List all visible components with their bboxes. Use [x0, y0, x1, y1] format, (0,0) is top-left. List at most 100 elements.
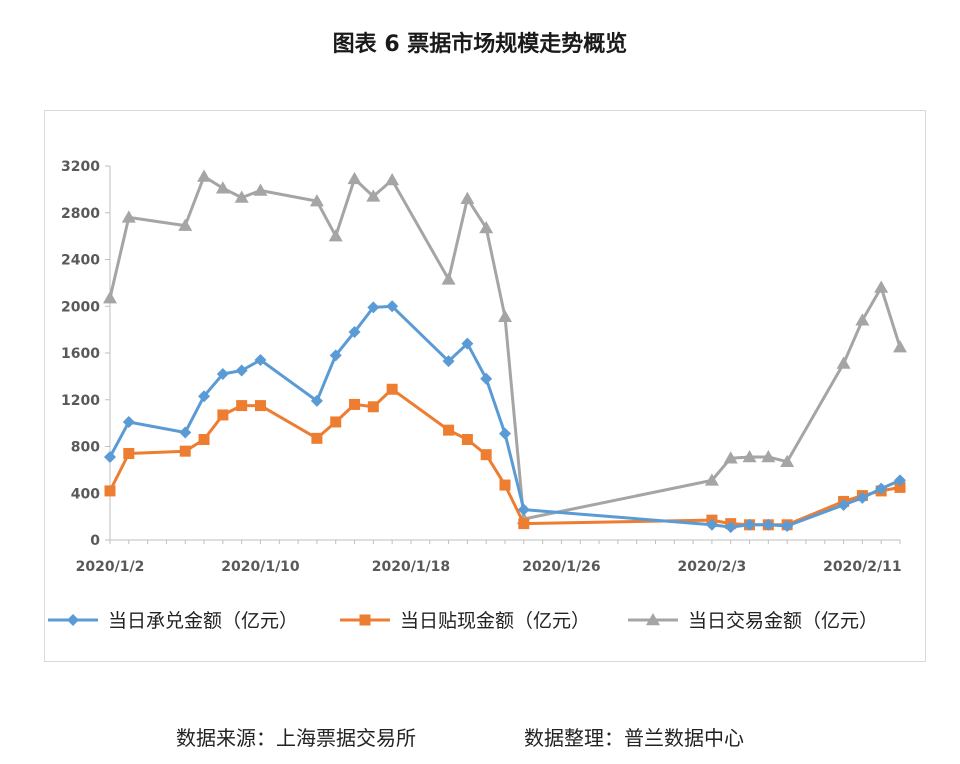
y-tick-label: 400 — [71, 486, 100, 502]
data-point — [366, 189, 381, 202]
legend-label: 当日交易金额（亿元） — [688, 610, 878, 632]
data-point — [254, 354, 267, 367]
data-point — [328, 229, 343, 242]
data-point — [855, 313, 870, 326]
data-point — [875, 482, 888, 495]
data-point — [123, 448, 135, 460]
x-tick-label: 2020/1/10 — [221, 559, 300, 575]
x-tick-label: 2020/1/18 — [372, 559, 450, 575]
data-point — [103, 291, 117, 304]
data-point — [178, 218, 193, 231]
data-point — [856, 491, 869, 504]
y-tick-label: 3200 — [61, 159, 100, 175]
data-point — [742, 450, 757, 463]
data-compiler-note: 数据整理：普兰数据中心 — [524, 726, 744, 750]
data-point — [499, 479, 511, 491]
y-tick-label: 2800 — [61, 206, 100, 222]
series-1 — [104, 300, 906, 534]
data-point — [235, 364, 248, 377]
data-point — [234, 190, 249, 203]
series-3 — [103, 169, 907, 525]
y-tick-label: 1200 — [61, 393, 100, 409]
data-point — [460, 191, 475, 204]
data-point — [461, 337, 474, 350]
y-axis: 0 400 800 1200 1600 2000 2400 2800 3200 — [61, 159, 111, 549]
legend: 当日承兑金额（亿元） 当日贴现金额（亿元） 当日交易金额（亿元） — [48, 610, 878, 632]
data-point — [443, 424, 455, 436]
data-point — [836, 356, 851, 369]
data-point — [311, 432, 323, 444]
data-point — [104, 451, 116, 464]
data-point — [762, 518, 775, 531]
data-point — [386, 383, 398, 395]
series-layer — [103, 169, 907, 534]
data-point — [122, 415, 135, 428]
legend-marker — [67, 614, 79, 626]
data-point — [479, 220, 494, 234]
data-point — [329, 349, 342, 362]
data-point — [498, 309, 512, 323]
data-point — [198, 390, 211, 403]
data-point — [121, 210, 136, 223]
data-point — [480, 449, 492, 461]
series-2 — [104, 383, 906, 531]
data-point — [198, 433, 210, 445]
data-point — [348, 325, 361, 338]
legend-item-2: 当日贴现金额（亿元） — [340, 610, 590, 632]
data-point — [743, 518, 756, 531]
legend-label: 当日承兑金额（亿元） — [108, 610, 298, 632]
y-tick-label: 2000 — [61, 299, 100, 315]
legend-item-3: 当日交易金额（亿元） — [628, 610, 878, 632]
data-point — [724, 521, 737, 534]
series-line — [108, 304, 901, 529]
data-point — [874, 280, 889, 293]
data-point — [704, 473, 719, 486]
data-point — [837, 498, 850, 511]
data-point — [894, 474, 906, 487]
x-axis: 2020/1/2 2020/1/10 2020/1/18 2020/1/26 2020/… — [76, 539, 902, 575]
data-point — [347, 171, 362, 185]
y-tick-label: 1600 — [61, 346, 100, 362]
data-point — [780, 454, 795, 467]
x-tick-label: 2020/2/11 — [823, 559, 901, 575]
data-point — [254, 400, 266, 412]
data-point — [309, 194, 324, 207]
data-point — [104, 485, 116, 497]
data-point — [499, 427, 511, 440]
data-point — [385, 173, 400, 186]
data-point — [197, 169, 212, 182]
legend-label: 当日贴现金额（亿元） — [400, 610, 590, 632]
legend-marker — [359, 614, 371, 626]
data-point — [705, 518, 718, 531]
y-tick-label: 800 — [71, 440, 100, 456]
series-line — [108, 387, 901, 527]
data-point — [723, 451, 738, 464]
y-tick-label: 2400 — [61, 253, 100, 269]
data-point — [216, 368, 229, 381]
data-point — [367, 401, 379, 413]
data-point — [517, 503, 530, 516]
chart-title: 图表 6 票据市场规模走势概览 — [332, 32, 628, 57]
data-point — [461, 433, 473, 445]
series-line — [108, 175, 902, 521]
data-point — [179, 426, 192, 439]
data-point — [217, 409, 229, 421]
legend-item-1: 当日承兑金额（亿元） — [48, 610, 298, 632]
data-point — [349, 398, 361, 410]
data-point — [386, 300, 399, 313]
data-source-note: 数据来源：上海票据交易所 — [176, 726, 416, 750]
x-tick-label: 2020/2/3 — [678, 559, 747, 575]
x-tick-label: 2020/1/2 — [76, 559, 145, 575]
data-point — [480, 372, 493, 385]
data-point — [761, 450, 776, 463]
data-point — [894, 481, 906, 493]
data-point — [253, 183, 268, 196]
data-point — [310, 394, 323, 407]
data-point — [236, 400, 248, 412]
chart-frame — [44, 110, 926, 662]
data-point — [781, 519, 794, 532]
y-tick-label: 0 — [90, 533, 100, 549]
data-point — [215, 181, 230, 194]
data-point — [893, 340, 907, 353]
